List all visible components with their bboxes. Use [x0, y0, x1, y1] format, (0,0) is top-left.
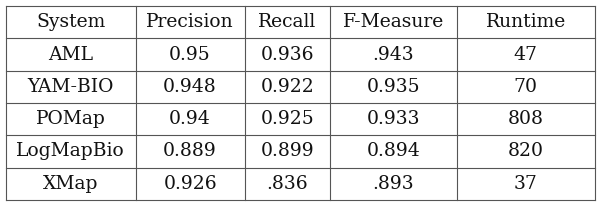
Text: 0.926: 0.926 — [163, 175, 217, 193]
Text: 820: 820 — [508, 142, 544, 160]
Text: System: System — [36, 13, 105, 31]
Text: 0.948: 0.948 — [163, 78, 217, 96]
Text: AML: AML — [48, 46, 93, 64]
Text: 808: 808 — [508, 110, 544, 128]
Text: 0.899: 0.899 — [260, 142, 314, 160]
Text: XMap: XMap — [43, 175, 99, 193]
Text: Precision: Precision — [146, 13, 234, 31]
Text: POMap: POMap — [36, 110, 106, 128]
Text: 0.925: 0.925 — [260, 110, 314, 128]
Text: 37: 37 — [514, 175, 538, 193]
Text: 0.94: 0.94 — [169, 110, 211, 128]
Text: 0.95: 0.95 — [169, 46, 211, 64]
Text: 70: 70 — [514, 78, 538, 96]
Text: 0.935: 0.935 — [367, 78, 420, 96]
Text: .836: .836 — [266, 175, 308, 193]
Text: 47: 47 — [514, 46, 538, 64]
Text: 0.889: 0.889 — [163, 142, 217, 160]
Text: 0.922: 0.922 — [260, 78, 314, 96]
Text: .943: .943 — [373, 46, 414, 64]
Text: 0.894: 0.894 — [367, 142, 420, 160]
Text: 0.933: 0.933 — [367, 110, 420, 128]
Text: Runtime: Runtime — [486, 13, 566, 31]
Text: Recall: Recall — [258, 13, 316, 31]
Text: F-Measure: F-Measure — [343, 13, 444, 31]
Text: 0.936: 0.936 — [260, 46, 314, 64]
Text: YAM-BIO: YAM-BIO — [28, 78, 114, 96]
Text: LogMapBio: LogMapBio — [16, 142, 125, 160]
Text: .893: .893 — [373, 175, 414, 193]
